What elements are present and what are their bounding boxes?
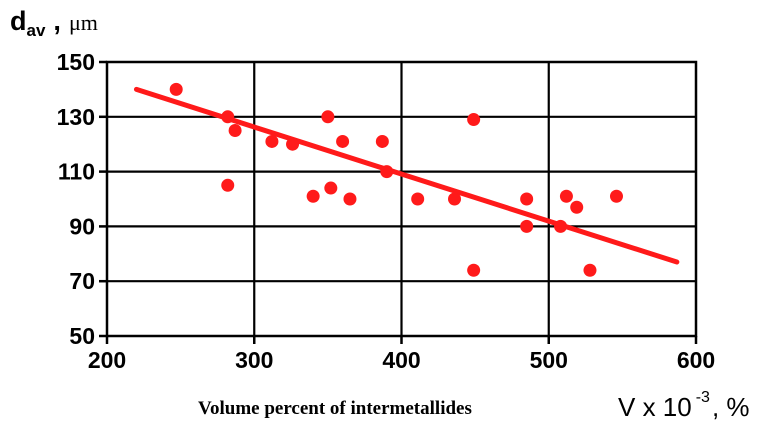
- x-axis-unit: , %: [712, 392, 750, 422]
- x-axis-variable: V x 10 -3, %: [618, 389, 750, 422]
- data-points: [169, 82, 623, 277]
- y-tick-label-90: 90: [69, 213, 95, 239]
- axes: [99, 60, 698, 344]
- data-point-18: [520, 192, 534, 206]
- data-point-17: [467, 263, 481, 277]
- data-point-9: [324, 181, 338, 195]
- trendline-group: [133, 86, 680, 265]
- x-tick-label-200: 200: [88, 347, 126, 373]
- data-point-12: [375, 134, 389, 148]
- data-point-7: [306, 189, 320, 203]
- x-tick-label-600: 600: [677, 347, 715, 373]
- data-point-24: [609, 189, 623, 203]
- data-point-5: [265, 134, 279, 148]
- y-axis-separator: ,: [53, 6, 61, 36]
- data-point-6: [286, 137, 300, 151]
- y-tick-label-110: 110: [58, 159, 95, 185]
- y-axis-label: dav, μm: [10, 6, 98, 40]
- data-point-10: [336, 134, 350, 148]
- data-point-13: [380, 165, 394, 179]
- data-point-1: [169, 82, 183, 96]
- data-point-21: [559, 189, 573, 203]
- x-tick-label-400: 400: [382, 347, 420, 373]
- y-tick-label-150: 150: [57, 49, 95, 75]
- y-tick-label-50: 50: [69, 323, 95, 349]
- data-point-14: [411, 192, 425, 206]
- data-point-4: [221, 178, 235, 192]
- x-tick-label-300: 300: [235, 347, 273, 373]
- y-axis-unit: μm: [69, 10, 98, 35]
- data-point-15: [448, 192, 462, 206]
- y-tick-label-70: 70: [69, 268, 95, 294]
- grid: [107, 62, 696, 336]
- x-tick-label-500: 500: [530, 347, 568, 373]
- trendline: [133, 86, 680, 265]
- y-tick-label-130: 130: [57, 104, 95, 130]
- data-point-2: [221, 110, 235, 124]
- data-point-11: [343, 192, 357, 206]
- data-point-8: [321, 110, 335, 124]
- data-point-20: [554, 219, 568, 233]
- tick-labels: 50 70 90 110 130 150 200 300 400 500 600: [57, 49, 716, 373]
- y-axis-subscript: av: [27, 21, 46, 40]
- data-point-19: [520, 219, 534, 233]
- y-axis-symbol: d: [10, 6, 27, 36]
- data-point-3: [228, 124, 242, 137]
- x-axis-superscript: -3: [696, 389, 710, 406]
- data-point-23: [583, 263, 597, 277]
- data-point-22: [570, 200, 584, 214]
- x-axis-label: Volume percent of intermetallides: [198, 398, 472, 419]
- data-point-16: [467, 113, 481, 127]
- x-axis-symbol: V x 10: [618, 392, 692, 422]
